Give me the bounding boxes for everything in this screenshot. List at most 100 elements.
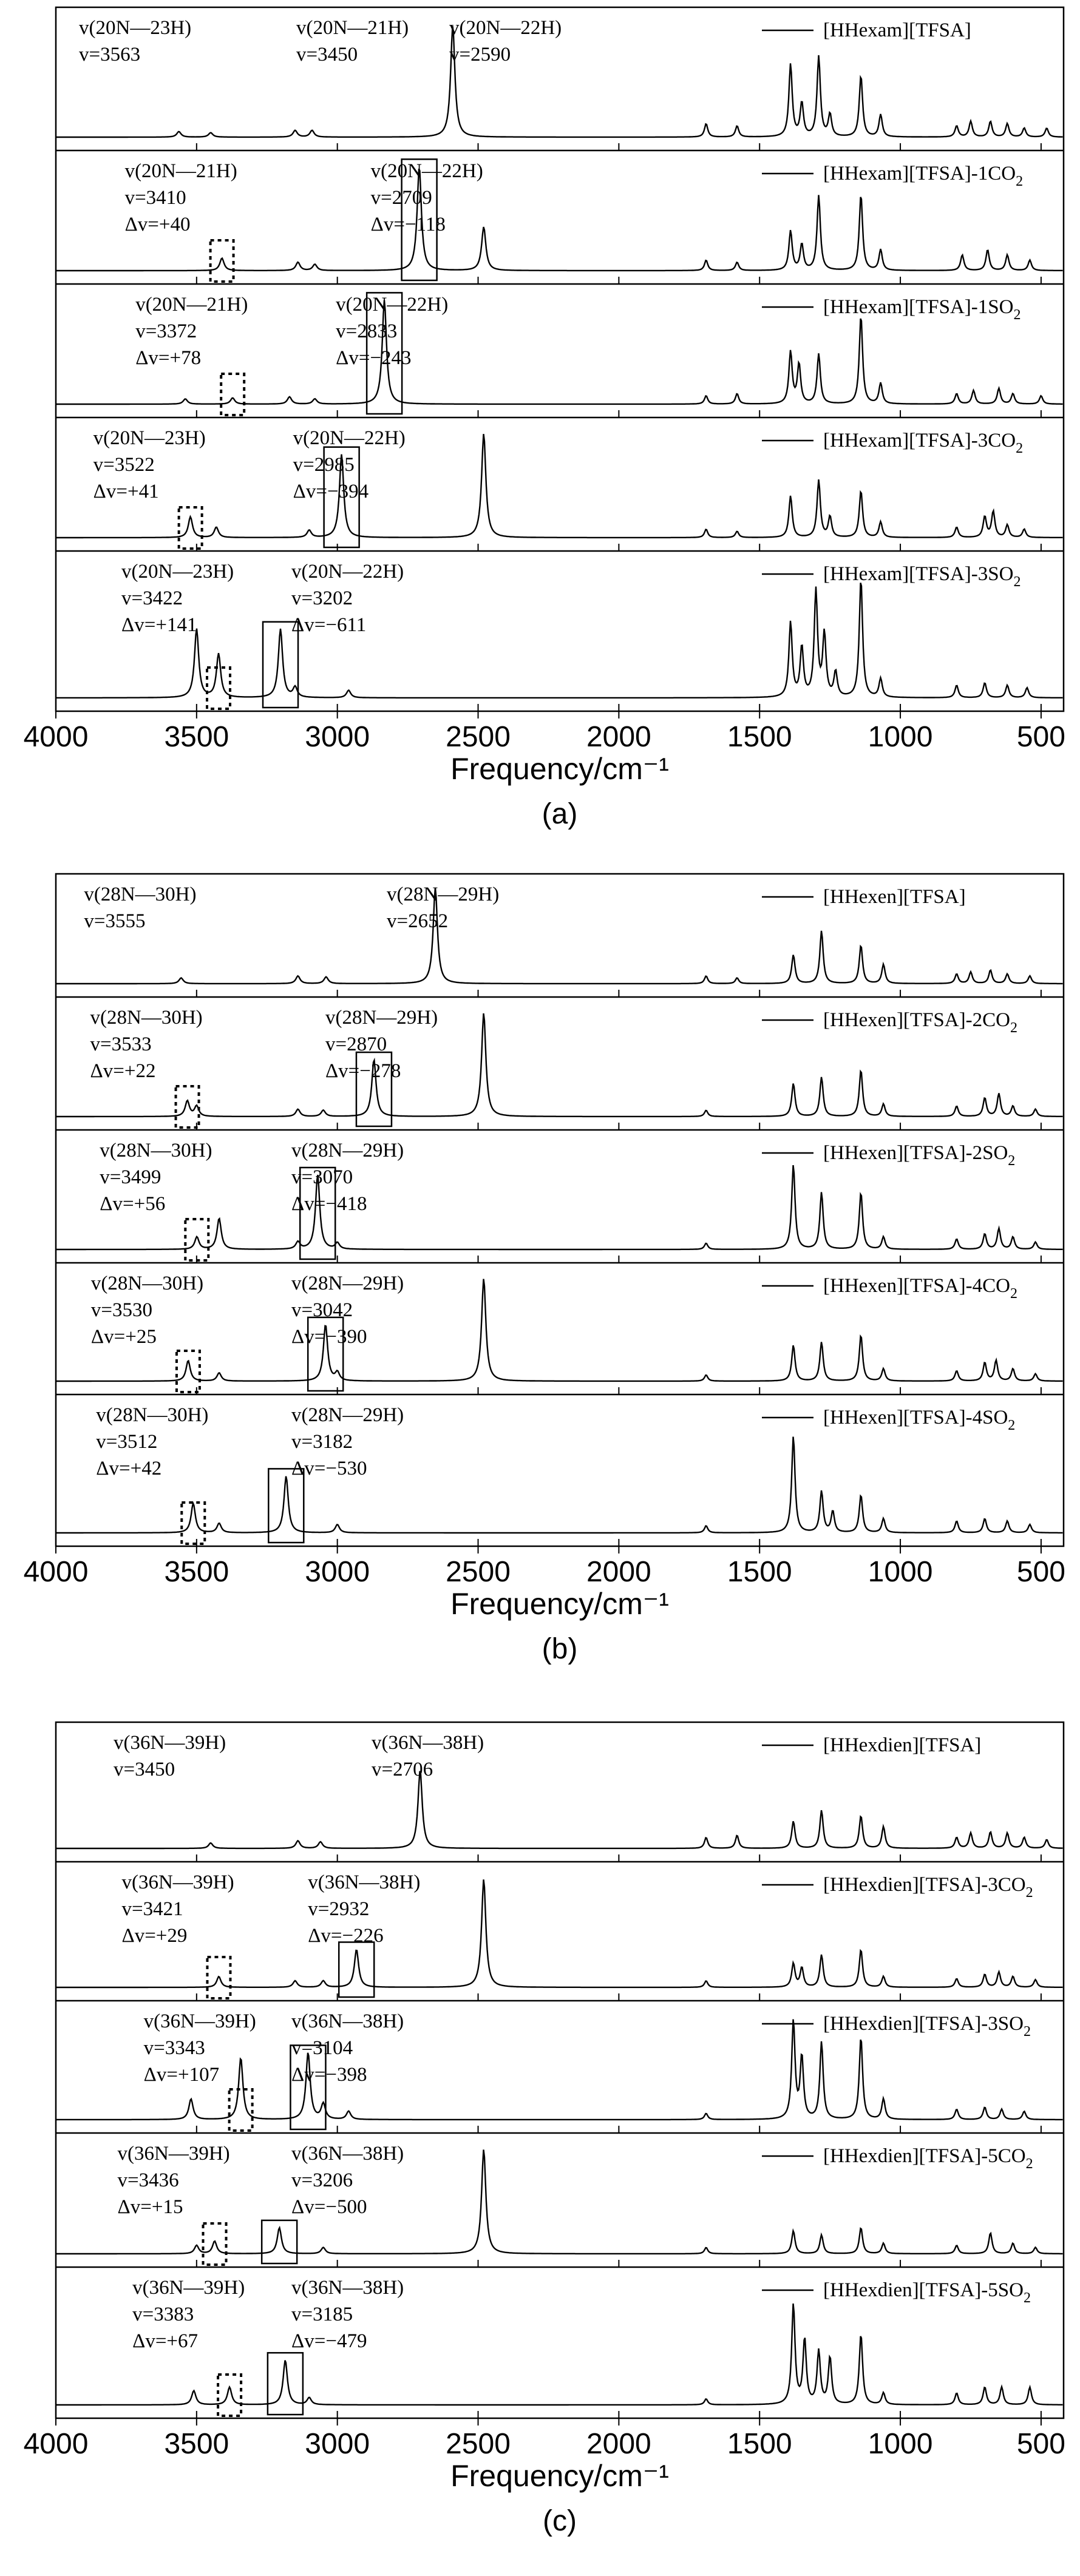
nh-solid-box	[338, 1941, 375, 1998]
legend-name: [HHexdien][TFSA]	[823, 1734, 981, 1756]
stretch-label: v(20N—23H)	[121, 561, 234, 583]
nh-dotted-box	[206, 1956, 232, 2000]
stretch-shift: Δv=+29	[121, 1925, 187, 1947]
nh-solid-box	[323, 446, 360, 549]
stretch-label: v(20N—21H)	[135, 294, 248, 316]
legend-label: [HHexam][TFSA]	[823, 19, 971, 41]
legend-name: [HHexen][TFSA]-4SO	[823, 1407, 1008, 1428]
nh-dotted-box	[209, 239, 235, 283]
x-tick-label: 1000	[868, 2428, 933, 2460]
stretch-shift: Δv=+107	[144, 2064, 219, 2086]
x-tick-label: 2500	[446, 721, 511, 753]
legend-subscript: 2	[1008, 1153, 1015, 1169]
legend-label: [HHexdien][TFSA]-5SO2	[823, 2279, 1031, 2306]
spectrum-line	[56, 2149, 1063, 2255]
stretch-label: v(20N—21H)	[296, 17, 409, 39]
nh-dotted-box	[206, 666, 232, 710]
stretch-shift: Δv=−118	[371, 214, 446, 235]
nh-solid-box	[299, 1166, 336, 1260]
stretch-value: v=3450	[296, 44, 358, 66]
legend-label: [HHexam][TFSA]-3CO2	[823, 430, 1023, 456]
legend-label: [HHexen][TFSA]-4SO2	[823, 1407, 1015, 1433]
spectrum-line	[56, 1013, 1063, 1118]
stretch-label: v(36N—39H)	[121, 1871, 234, 1893]
stretch-label: v(28N—30H)	[100, 1140, 212, 1161]
legend-subscript: 2	[1008, 1418, 1015, 1433]
spectrum-line	[56, 1879, 1063, 1989]
legend-label: [HHexdien][TFSA]-3SO2	[823, 2013, 1031, 2040]
stretch-label: v(28N—29H)	[387, 884, 499, 905]
legend-label: [HHexdien][TFSA]-5CO2	[823, 2145, 1033, 2172]
stretch-value: v=3522	[93, 454, 155, 476]
spectrum-line	[56, 1771, 1063, 1850]
nh-dotted-box	[228, 2088, 254, 2132]
stretch-value: v=3383	[132, 2304, 194, 2325]
spectrum-line	[56, 2303, 1063, 2406]
nh-solid-box	[260, 2219, 298, 2265]
x-tick-label: 3500	[164, 721, 229, 753]
stretch-shift: Δv=+141	[121, 614, 197, 636]
nh-dotted-box	[217, 2373, 243, 2417]
stretch-shift: Δv=−479	[291, 2330, 367, 2352]
legend-name: [HHexdien][TFSA]-3SO	[823, 2013, 1024, 2035]
stretch-value: v=3422	[121, 587, 183, 609]
legend-subscript: 2	[1016, 441, 1023, 456]
legend-subscript: 2	[1013, 574, 1021, 590]
nh-dotted-box	[184, 1218, 210, 1262]
stretch-value: v=3421	[121, 1898, 183, 1920]
nh-solid-box	[307, 1316, 344, 1392]
stretch-value: v=3182	[291, 1431, 353, 1453]
stretch-label: v(20N—22H)	[449, 17, 562, 39]
stretch-label: v(20N—22H)	[293, 427, 406, 449]
stretch-value: v=3410	[125, 187, 186, 209]
spectrum-line	[56, 1165, 1063, 1251]
legend-subscript: 2	[1026, 1885, 1033, 1901]
legend-name: [HHexen][TFSA]-2SO	[823, 1142, 1008, 1164]
x-tick-label: 1000	[868, 721, 933, 753]
nh-solid-box	[290, 2044, 327, 2131]
legend-name: [HHexen][TFSA]-4CO	[823, 1275, 1010, 1297]
stretch-label: v(28N—29H)	[291, 1273, 404, 1294]
legend-name: [HHexdien][TFSA]-3CO	[823, 1874, 1026, 1896]
stretch-label: v(28N—30H)	[90, 1007, 203, 1029]
legend-label: [HHexen][TFSA]-2SO2	[823, 1142, 1015, 1169]
x-tick-label: 500	[1017, 2428, 1065, 2460]
stretch-value: v=3372	[135, 320, 197, 342]
legend-name: [HHexen][TFSA]	[823, 886, 966, 908]
nh-dotted-box	[220, 373, 246, 416]
figure-panel-label: (b)	[542, 1633, 578, 1665]
stretch-value: v=3436	[118, 2169, 179, 2191]
stretch-shift: Δv=−418	[291, 1193, 367, 1215]
stretch-shift: Δv=+15	[118, 2196, 183, 2218]
x-tick-label: 2000	[586, 1556, 651, 1588]
legend-label: [HHexen][TFSA]-2CO2	[823, 1009, 1017, 1036]
stretch-label: v(20N—23H)	[93, 427, 206, 449]
x-tick-label: 1500	[727, 1556, 792, 1588]
spectrum-line	[56, 1436, 1063, 1534]
stretch-shift: Δv=−394	[293, 481, 368, 502]
stretch-label: v(28N—30H)	[84, 884, 196, 905]
nh-solid-box	[262, 621, 299, 709]
stretch-label: v(36N—38H)	[291, 2010, 404, 2032]
stretch-label: v(28N—29H)	[325, 1007, 438, 1029]
spectrum-line	[56, 300, 1063, 405]
stretch-label: v(28N—29H)	[291, 1140, 404, 1161]
stretch-label: v(36N—39H)	[118, 2143, 230, 2165]
legend-subscript: 2	[1026, 2156, 1033, 2172]
x-tick-label: 3000	[305, 721, 370, 753]
stretch-shift: Δv=+78	[135, 347, 201, 369]
legend-name: [HHexdien][TFSA]-5CO	[823, 2145, 1026, 2167]
legend-name: [HHexam][TFSA]-3CO	[823, 430, 1016, 451]
stretch-shift: Δv=+56	[100, 1193, 165, 1215]
x-tick-label: 4000	[24, 1556, 89, 1588]
nh-dotted-box	[180, 1501, 206, 1545]
x-axis-title: Frequency/cm⁻¹	[450, 752, 669, 786]
nh-dotted-box	[202, 2222, 228, 2266]
stretch-value: v=3555	[84, 910, 145, 932]
nh-solid-box	[268, 1468, 305, 1544]
x-tick-label: 2500	[446, 1556, 511, 1588]
stretch-label: v(28N—30H)	[91, 1273, 203, 1294]
stretch-value: v=2932	[308, 1898, 369, 1920]
x-tick-label: 1500	[727, 721, 792, 753]
